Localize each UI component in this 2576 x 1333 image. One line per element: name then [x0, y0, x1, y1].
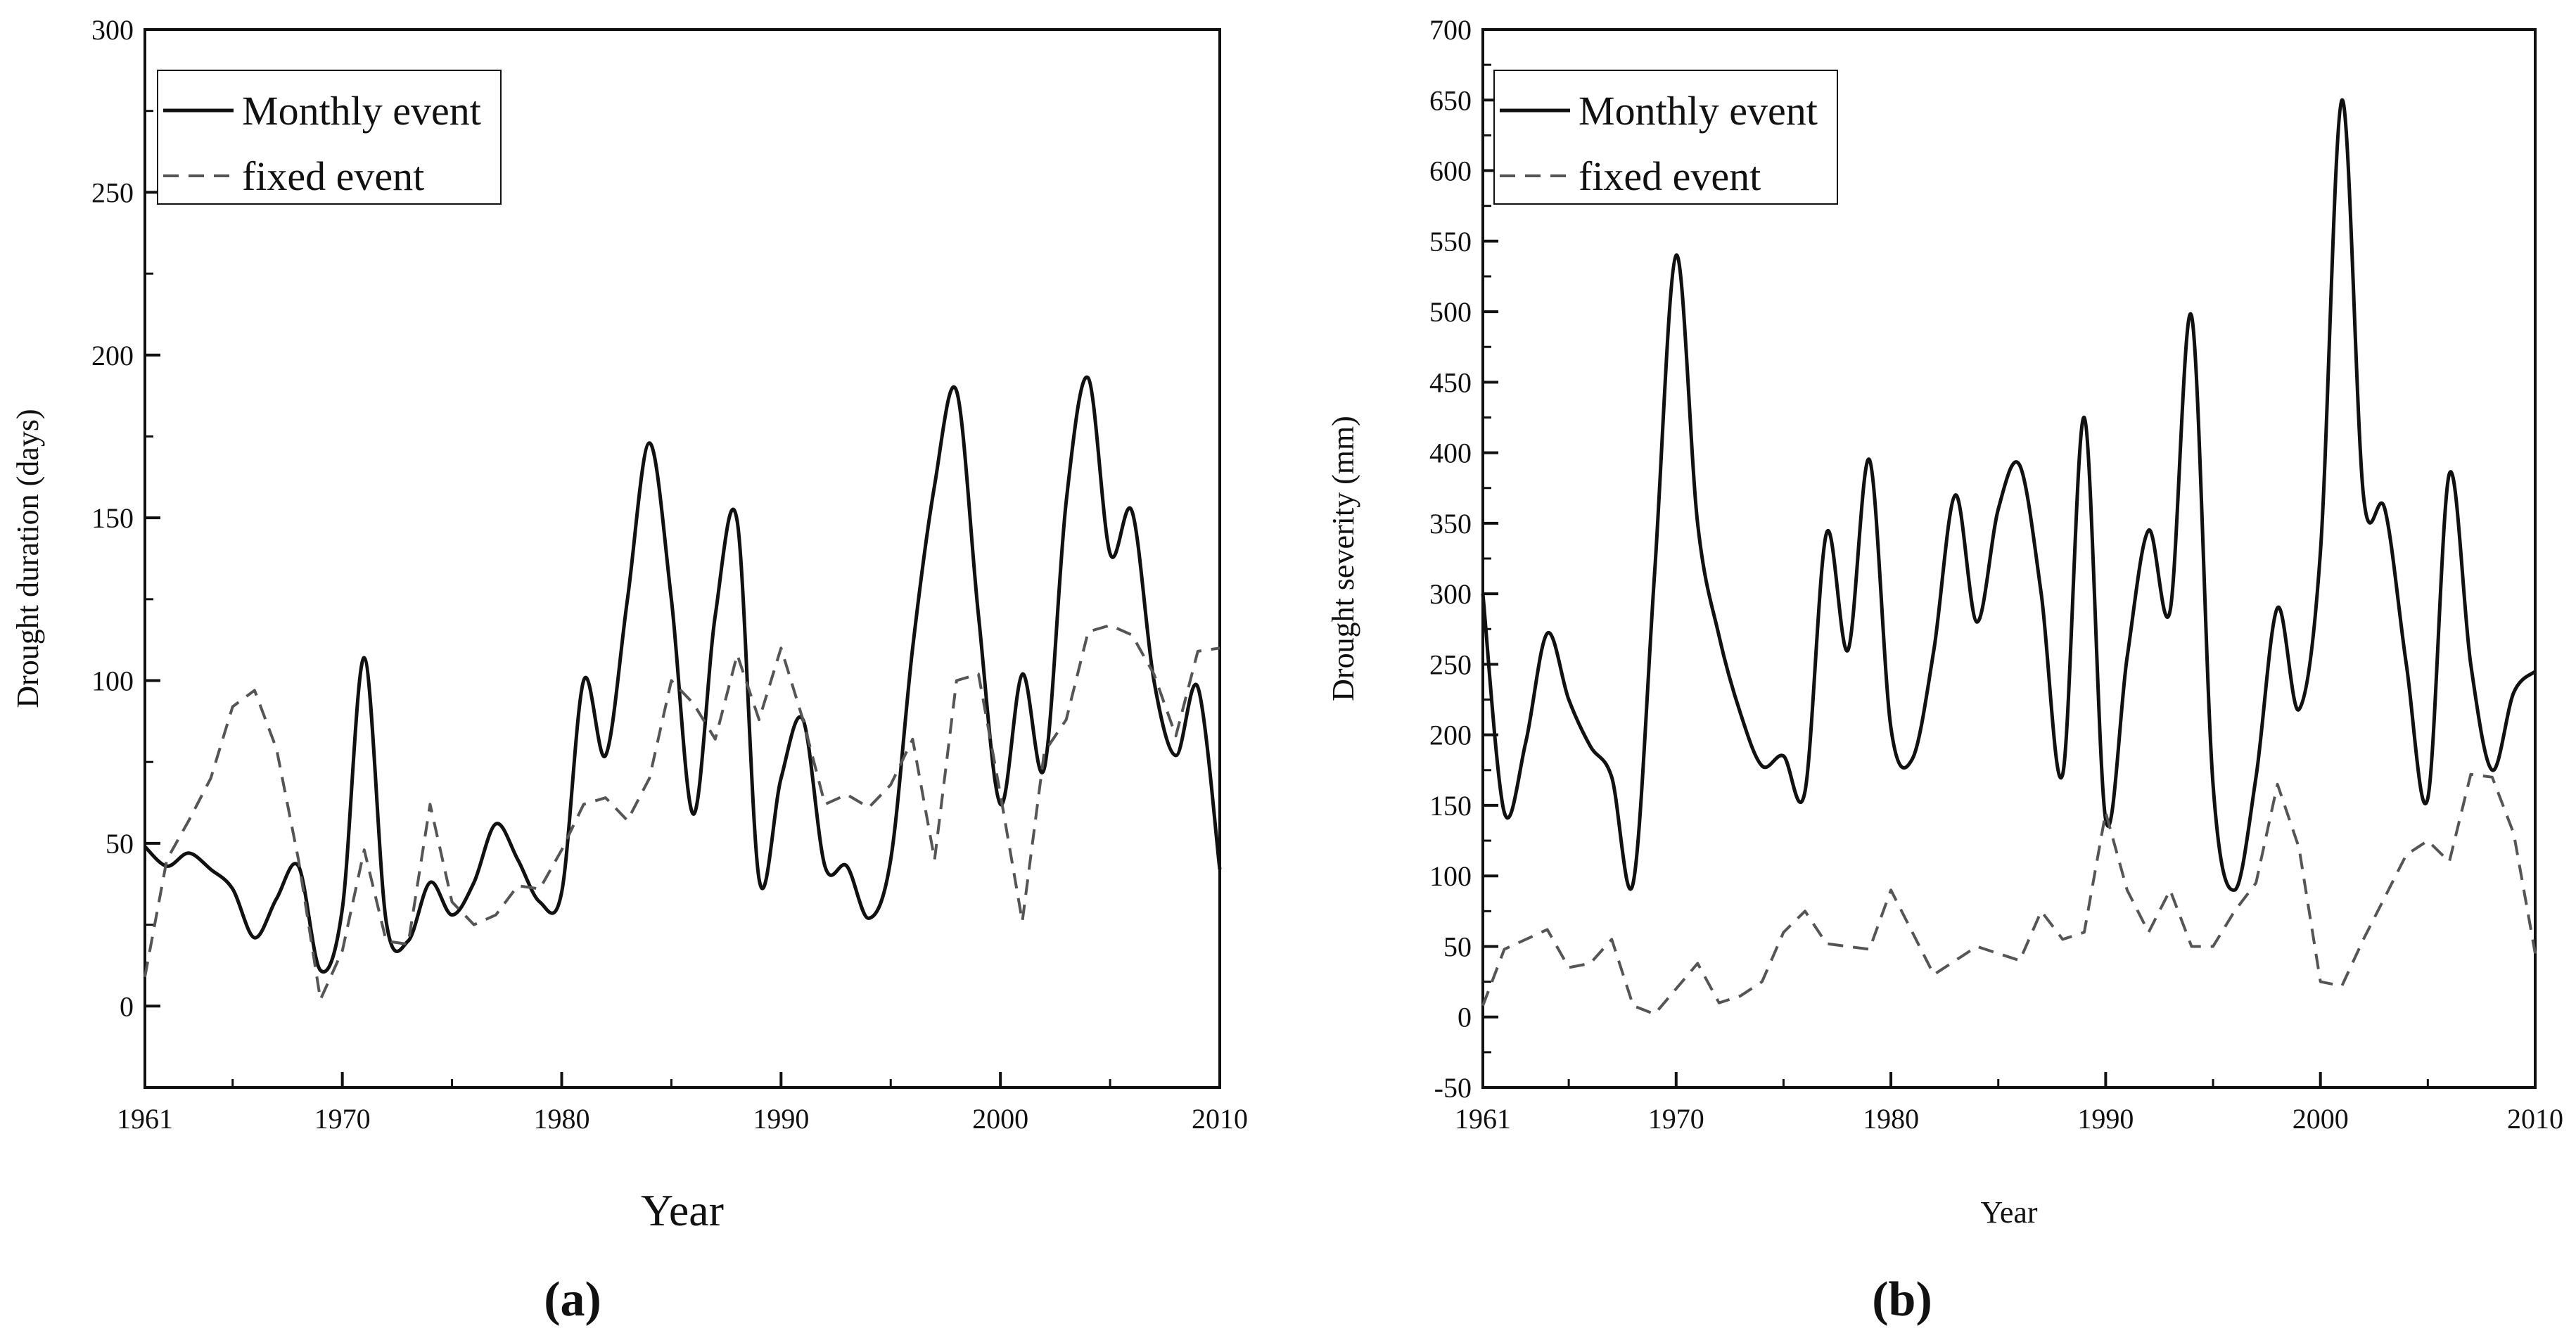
x-axis-title-b: Year	[1980, 1195, 2037, 1230]
axis-ticks-a: 0 50 100 150 200 250 300 1961 1970 1980 1990 2000 20…	[91, 14, 1248, 1135]
x-tick-label-a: 2000	[972, 1103, 1028, 1135]
y-tick-label-b: 300	[1429, 578, 1472, 610]
legend-label-fixed-a: fixed event	[242, 153, 424, 199]
y-tick-label-b: 700	[1429, 14, 1472, 46]
x-tick-label-a: 1961	[117, 1103, 173, 1135]
x-tick-label-b: 1990	[2077, 1103, 2134, 1135]
x-tick-label-a: 2010	[1192, 1103, 1248, 1135]
series-group-a	[144, 375, 1222, 1002]
y-tick-label-b: 100	[1429, 860, 1472, 892]
y-tick-label-b: 500	[1429, 296, 1472, 328]
chart-panel-b: -50 0 50 100 150 200 250 300 350 400 450 500 550 600 6…	[1326, 14, 2563, 1327]
legend-label-monthly-a: Monthly event	[242, 88, 481, 134]
fixed-event-line-a	[144, 623, 1220, 1002]
monthly-event-line-b	[1481, 98, 2537, 892]
x-tick-label-b: 1961	[1455, 1103, 1511, 1135]
panel-label-b: (b)	[1872, 1273, 1932, 1327]
series-group-b	[1481, 98, 2537, 1016]
y-tick-label-a: 250	[91, 177, 134, 208]
legend-label-monthly-b: Monthly event	[1579, 88, 1818, 134]
y-tick-label-b: 0	[1458, 1002, 1472, 1033]
y-tick-label-a: 300	[91, 14, 134, 46]
x-axis-title-a: Year	[641, 1185, 724, 1235]
y-tick-label-b: 550	[1429, 226, 1472, 257]
monthly-event-line-a	[144, 375, 1222, 974]
x-tick-label-b: 1980	[1863, 1103, 1919, 1135]
x-tick-label-a: 1990	[753, 1103, 809, 1135]
x-tick-label-b: 2000	[2293, 1103, 2349, 1135]
y-tick-label-b: 200	[1429, 720, 1472, 751]
legend-b: Monthly event fixed event	[1493, 70, 1838, 205]
y-tick-label-a: 0	[120, 990, 134, 1022]
plot-frame-a	[144, 28, 1221, 1089]
y-tick-label-a: 200	[91, 340, 134, 371]
y-tick-label-b: 50	[1443, 931, 1472, 962]
y-tick-label-b: 350	[1429, 508, 1472, 540]
legend-label-fixed-b: fixed event	[1579, 153, 1761, 199]
y-tick-label-b: 600	[1429, 155, 1472, 187]
y-tick-label-b: -50	[1434, 1072, 1472, 1104]
y-tick-label-a: 100	[91, 665, 134, 697]
y-axis-title-a: Drought duration (days)	[11, 409, 45, 708]
legend-box-a	[157, 70, 502, 205]
y-tick-label-b: 250	[1429, 649, 1472, 680]
y-tick-label-a: 150	[91, 502, 134, 534]
chart-panel-a: 0 50 100 150 200 250 300 1961 1970 1980 1990 2000 20…	[11, 14, 1248, 1327]
y-tick-label-b: 450	[1429, 366, 1472, 398]
legend-box-b	[1493, 70, 1838, 205]
y-tick-label-b: 650	[1429, 84, 1472, 116]
x-tick-label-b: 2010	[2507, 1103, 2563, 1135]
x-tick-label-a: 1980	[533, 1103, 589, 1135]
axis-ticks-b: -50 0 50 100 150 200 250 300 350 400 450 500 550 600 6…	[1429, 14, 2563, 1135]
x-tick-label-b: 1970	[1648, 1103, 1704, 1135]
y-tick-label-b: 400	[1429, 438, 1472, 469]
x-tick-label-a: 1970	[314, 1103, 371, 1135]
y-tick-label-b: 150	[1429, 790, 1472, 822]
legend-a: Monthly event fixed event	[157, 70, 502, 205]
panel-label-a: (a)	[544, 1273, 601, 1327]
y-axis-title-b: Drought severity (mm)	[1326, 416, 1360, 701]
fixed-event-line-b	[1481, 772, 2537, 1016]
y-tick-label-a: 50	[106, 828, 134, 860]
